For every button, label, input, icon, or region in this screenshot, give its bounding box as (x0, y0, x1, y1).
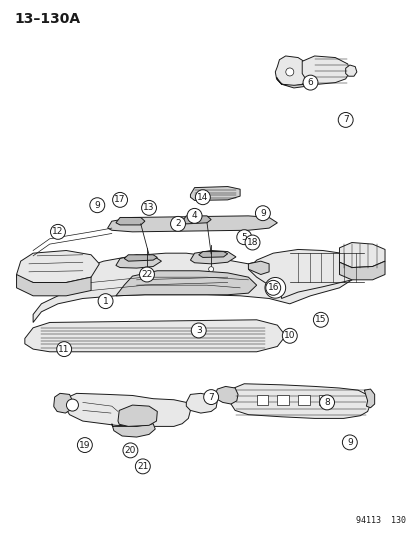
Text: 7: 7 (342, 116, 348, 124)
Polygon shape (339, 243, 384, 268)
Circle shape (265, 280, 280, 295)
Polygon shape (276, 77, 309, 88)
Polygon shape (345, 65, 356, 76)
Circle shape (90, 198, 104, 213)
Text: 18: 18 (246, 238, 258, 247)
Circle shape (195, 190, 210, 205)
Circle shape (285, 68, 293, 76)
Text: 21: 21 (137, 462, 148, 471)
Polygon shape (248, 261, 268, 274)
Text: 4: 4 (191, 212, 197, 220)
Polygon shape (363, 389, 374, 408)
Circle shape (264, 278, 285, 298)
Text: 6: 6 (307, 78, 313, 87)
Circle shape (135, 459, 150, 474)
Polygon shape (33, 253, 351, 322)
Polygon shape (215, 386, 237, 404)
Polygon shape (297, 395, 309, 405)
Polygon shape (339, 261, 384, 280)
Polygon shape (107, 216, 277, 232)
Circle shape (139, 267, 154, 282)
Polygon shape (275, 56, 309, 86)
Text: 20: 20 (124, 446, 136, 455)
Text: 7: 7 (208, 393, 214, 401)
Text: 13–130A: 13–130A (14, 12, 80, 26)
Polygon shape (277, 395, 288, 405)
Circle shape (236, 230, 251, 245)
Polygon shape (318, 395, 330, 405)
Polygon shape (182, 216, 211, 224)
Text: 2: 2 (175, 220, 180, 228)
Circle shape (244, 235, 259, 250)
Circle shape (66, 399, 78, 411)
Polygon shape (66, 393, 190, 426)
Polygon shape (112, 424, 155, 437)
Circle shape (255, 206, 270, 221)
Polygon shape (116, 217, 145, 225)
Polygon shape (54, 393, 72, 413)
Circle shape (112, 192, 127, 207)
Text: 9: 9 (259, 209, 265, 217)
Circle shape (203, 390, 218, 405)
Text: 12: 12 (52, 228, 64, 236)
Circle shape (141, 200, 156, 215)
Polygon shape (230, 384, 370, 418)
Circle shape (57, 342, 71, 357)
Polygon shape (190, 187, 240, 200)
Circle shape (313, 312, 328, 327)
Circle shape (191, 323, 206, 338)
Text: 16: 16 (267, 284, 278, 292)
Polygon shape (190, 251, 235, 264)
Text: 17: 17 (114, 196, 126, 204)
Text: 22: 22 (141, 270, 152, 279)
Text: 3: 3 (195, 326, 201, 335)
Text: 9: 9 (94, 201, 100, 209)
Circle shape (302, 75, 317, 90)
Polygon shape (256, 395, 268, 405)
Polygon shape (248, 249, 363, 298)
Circle shape (282, 328, 297, 343)
Text: 13: 13 (143, 204, 154, 212)
Polygon shape (17, 274, 91, 296)
Polygon shape (186, 393, 217, 413)
Text: 14: 14 (197, 193, 208, 201)
Polygon shape (116, 271, 256, 296)
Circle shape (50, 224, 65, 239)
Polygon shape (116, 255, 161, 268)
Circle shape (319, 395, 334, 410)
Text: 94113  130: 94113 130 (355, 516, 405, 525)
Polygon shape (124, 255, 157, 261)
Text: 9: 9 (346, 438, 352, 447)
Circle shape (98, 294, 113, 309)
Circle shape (337, 112, 352, 127)
Text: 19: 19 (79, 441, 90, 449)
Polygon shape (25, 320, 285, 352)
Polygon shape (118, 405, 157, 426)
Text: 15: 15 (314, 316, 326, 324)
Text: 5: 5 (241, 233, 247, 241)
Text: 10: 10 (283, 332, 295, 340)
Circle shape (208, 266, 213, 272)
Text: 1: 1 (102, 297, 108, 305)
Text: 8: 8 (323, 398, 329, 407)
Circle shape (342, 435, 356, 450)
Circle shape (170, 216, 185, 231)
Polygon shape (301, 56, 349, 84)
Circle shape (77, 438, 92, 453)
Circle shape (187, 208, 202, 223)
Circle shape (123, 443, 138, 458)
Polygon shape (17, 251, 99, 282)
Polygon shape (198, 252, 227, 257)
Circle shape (144, 269, 149, 274)
Text: 11: 11 (58, 345, 70, 353)
